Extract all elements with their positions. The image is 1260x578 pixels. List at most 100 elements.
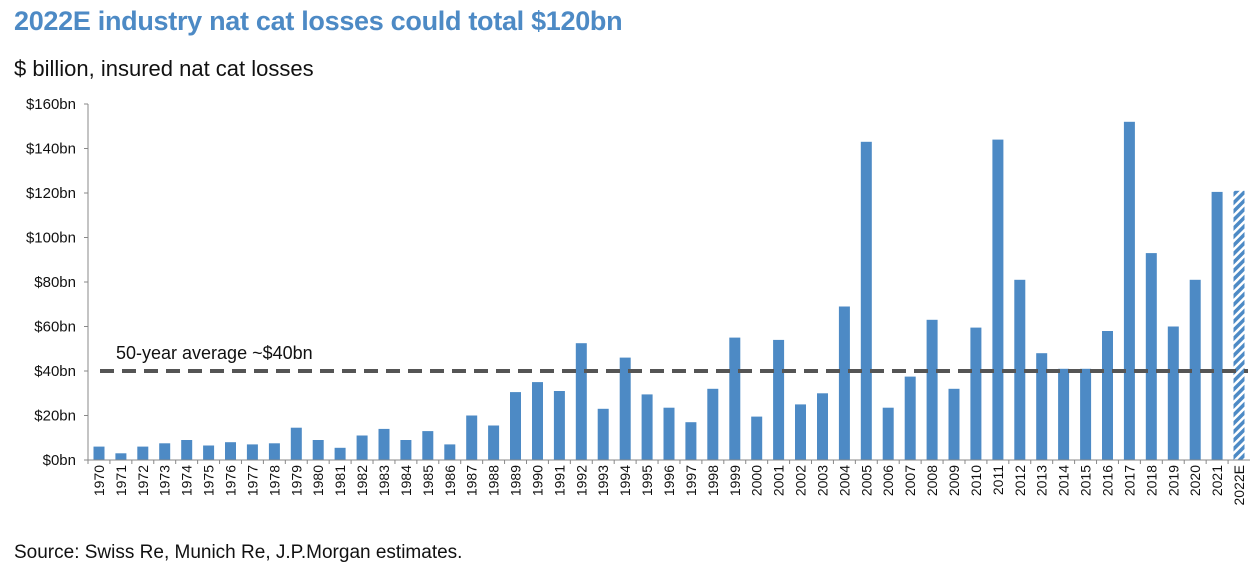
x-tick-label: 1986 bbox=[442, 465, 458, 496]
x-tick-label: 2008 bbox=[924, 465, 940, 496]
x-tick-label: 1991 bbox=[551, 465, 567, 496]
y-tick-label: $100bn bbox=[26, 230, 76, 247]
bar-1978 bbox=[268, 443, 280, 460]
bar-2018 bbox=[1145, 253, 1157, 460]
x-tick-label: 1992 bbox=[573, 465, 589, 496]
bar-1992 bbox=[575, 343, 587, 460]
bar-1977 bbox=[246, 444, 258, 460]
bar-2016 bbox=[1102, 331, 1113, 460]
bar-2019 bbox=[1167, 326, 1179, 460]
y-tick-label: $80bn bbox=[34, 274, 76, 291]
bar-2021 bbox=[1211, 191, 1223, 460]
bar-1990 bbox=[532, 382, 543, 460]
x-tick-label: 2019 bbox=[1165, 465, 1181, 496]
bar-1995 bbox=[641, 394, 653, 460]
bar-1982 bbox=[356, 435, 368, 460]
bar-1997 bbox=[685, 422, 697, 460]
y-tick-label: $60bn bbox=[34, 319, 76, 336]
x-tick-label: 2017 bbox=[1121, 465, 1137, 496]
bar-2014 bbox=[1058, 368, 1070, 460]
x-tick-label: 2012 bbox=[1012, 465, 1028, 496]
x-tick-label: 2003 bbox=[815, 465, 831, 496]
x-tick-label: 2000 bbox=[749, 465, 765, 496]
bar-2012 bbox=[1014, 279, 1026, 460]
bar-1987 bbox=[466, 415, 478, 460]
x-tick-label: 1996 bbox=[661, 465, 677, 496]
x-tick-label: 1974 bbox=[179, 465, 195, 496]
bar-1981 bbox=[334, 447, 346, 460]
bar-1988 bbox=[488, 425, 500, 460]
x-tick-label: 2015 bbox=[1078, 465, 1094, 496]
bar-1986 bbox=[444, 444, 456, 460]
bar-1999 bbox=[729, 337, 741, 460]
bar-2015 bbox=[1080, 368, 1092, 460]
x-tick-label: 1993 bbox=[595, 465, 611, 496]
x-tick-label: 2002 bbox=[793, 465, 809, 496]
x-tick-label: 2011 bbox=[990, 465, 1006, 495]
x-tick-label: 1998 bbox=[705, 465, 721, 496]
bar-1985 bbox=[422, 431, 434, 460]
x-tick-label: 1972 bbox=[135, 465, 151, 496]
bar-1970 bbox=[93, 446, 105, 460]
bar-1980 bbox=[312, 440, 324, 460]
bar-1984 bbox=[400, 440, 412, 460]
x-tick-label: 2013 bbox=[1034, 465, 1050, 496]
bar-2001 bbox=[773, 339, 785, 460]
x-tick-label: 2004 bbox=[836, 465, 852, 496]
x-tick-label: 1984 bbox=[398, 465, 414, 496]
x-tick-label: 1987 bbox=[464, 465, 480, 496]
bar-2000 bbox=[751, 416, 763, 460]
x-tick-label: 1971 bbox=[113, 465, 129, 496]
chart-title: 2022E industry nat cat losses could tota… bbox=[14, 6, 623, 36]
bar-1994 bbox=[619, 357, 631, 460]
bar-2017 bbox=[1123, 121, 1135, 461]
y-tick-label: $20bn bbox=[34, 408, 76, 425]
bar-2008 bbox=[926, 319, 938, 460]
bar-1993 bbox=[597, 408, 609, 460]
x-tick-label: 1973 bbox=[157, 465, 173, 496]
y-tick-label: $120bn bbox=[26, 185, 76, 202]
bar-2011 bbox=[992, 139, 1004, 460]
x-tick-label: 2020 bbox=[1187, 465, 1203, 496]
x-tick-label: 1995 bbox=[639, 465, 655, 496]
chart-subtitle: $ billion, insured nat cat losses bbox=[14, 56, 314, 81]
bar-1983 bbox=[378, 428, 390, 460]
bar-1998 bbox=[707, 388, 719, 460]
x-tick-label: 1983 bbox=[376, 465, 392, 496]
x-tick-label: 2014 bbox=[1056, 465, 1072, 496]
bar-1979 bbox=[290, 427, 302, 460]
x-tick-label: 2022E bbox=[1231, 465, 1247, 505]
y-tick-label: $40bn bbox=[34, 363, 76, 380]
x-tick-label: 2009 bbox=[946, 465, 962, 496]
x-tick-label: 1975 bbox=[201, 465, 217, 496]
x-tick-label: 2016 bbox=[1100, 465, 1116, 496]
x-tick-label: 2010 bbox=[968, 465, 984, 496]
bar-2005 bbox=[860, 141, 872, 461]
bars-group bbox=[93, 121, 1245, 461]
source-note: Source: Swiss Re, Munich Re, J.P.Morgan … bbox=[14, 542, 463, 563]
bar-1996 bbox=[663, 407, 675, 460]
x-tick-label: 1979 bbox=[288, 465, 304, 496]
bar-1989 bbox=[510, 392, 521, 460]
x-tick-label: 1997 bbox=[683, 465, 699, 496]
x-axis-ticks: 1970 1971 1972 1973 1974 1975 1976 1977 1978 1979… bbox=[87, 460, 1247, 505]
x-tick-label: 1988 bbox=[486, 465, 502, 496]
bar-2013 bbox=[1036, 353, 1048, 460]
x-tick-label: 2021 bbox=[1209, 465, 1225, 496]
bar-2002 bbox=[795, 404, 806, 460]
x-tick-label: 1970 bbox=[91, 465, 107, 496]
x-tick-label: 1994 bbox=[617, 465, 633, 496]
x-tick-label: 1976 bbox=[223, 465, 239, 496]
y-tick-label: $160bn bbox=[26, 96, 76, 113]
x-tick-label: 1990 bbox=[530, 465, 546, 496]
x-tick-label: 2001 bbox=[771, 465, 787, 496]
x-tick-label: 1981 bbox=[332, 465, 348, 496]
bar-1976 bbox=[225, 442, 236, 460]
x-tick-label: 1977 bbox=[244, 465, 260, 496]
bar-2003 bbox=[817, 393, 828, 461]
bar-1974 bbox=[181, 440, 193, 460]
x-tick-label: 1980 bbox=[310, 465, 326, 496]
bar-2009 bbox=[948, 388, 960, 460]
x-tick-label: 2018 bbox=[1143, 465, 1159, 496]
x-tick-label: 1989 bbox=[508, 465, 524, 496]
